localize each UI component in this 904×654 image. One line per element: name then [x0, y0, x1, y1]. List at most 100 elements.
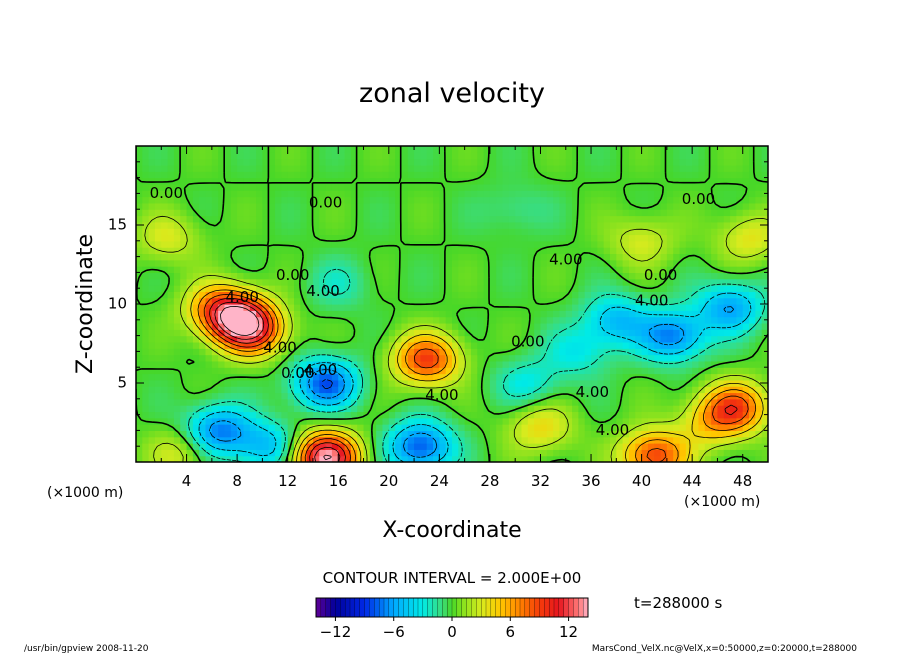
heatmap-cell	[578, 443, 586, 450]
heatmap-cell	[136, 360, 143, 368]
heatmap-cell	[414, 190, 421, 198]
heatmap-cell	[407, 158, 415, 166]
heatmap-cell	[508, 360, 516, 368]
heatmap-cell	[470, 316, 478, 324]
heatmap-cell	[414, 291, 421, 299]
heatmap-cell	[470, 386, 478, 394]
heatmap-cell	[388, 247, 396, 255]
heatmap-cell	[654, 272, 662, 280]
heatmap-cell	[723, 285, 731, 292]
heatmap-cell	[755, 335, 763, 343]
heatmap-cell	[749, 221, 756, 229]
heatmap-cell	[180, 266, 188, 273]
heatmap-cell	[268, 234, 276, 242]
heatmap-cell	[496, 278, 504, 286]
heatmap-cell	[161, 183, 169, 191]
heatmap-cell	[306, 386, 314, 394]
heatmap-cell	[338, 202, 346, 210]
heatmap-cell	[420, 304, 428, 311]
heatmap-cell	[211, 240, 219, 248]
heatmap-cell	[527, 190, 535, 198]
heatmap-cell	[749, 430, 756, 438]
heatmap-cell	[142, 291, 150, 299]
heatmap-cell	[338, 209, 346, 217]
heatmap-cell	[420, 360, 428, 368]
heatmap-cell	[237, 240, 245, 248]
heatmap-cell	[420, 183, 428, 191]
heatmap-cell	[534, 278, 542, 286]
heatmap-cell	[211, 171, 219, 179]
heatmap-cell	[268, 240, 276, 248]
heatmap-cell	[211, 443, 219, 450]
heatmap-cell	[357, 443, 365, 450]
heatmap-cell	[154, 329, 162, 337]
heatmap-cell	[401, 196, 409, 204]
heatmap-cell	[186, 436, 194, 444]
heatmap-cell	[154, 215, 162, 223]
heatmap-cell	[192, 285, 200, 292]
heatmap-cell	[369, 196, 377, 204]
heatmap-cell	[546, 158, 554, 166]
heatmap-cell	[584, 360, 592, 368]
heatmap-cell	[142, 171, 150, 179]
heatmap-cell	[622, 322, 630, 330]
heatmap-cell	[711, 392, 719, 400]
heatmap-cell	[489, 291, 497, 299]
heatmap-cell	[275, 449, 282, 457]
heatmap-cell	[173, 348, 181, 356]
heatmap-cell	[464, 164, 472, 172]
heatmap-cell	[148, 367, 156, 375]
heatmap-cell	[395, 443, 403, 450]
heatmap-cell	[268, 310, 276, 318]
heatmap-cell	[685, 304, 693, 311]
heatmap-cell	[407, 316, 415, 324]
heatmap-cell	[249, 348, 257, 356]
heatmap-cell	[287, 354, 295, 362]
heatmap-cell	[704, 379, 712, 387]
heatmap-cell	[180, 285, 188, 292]
heatmap-cell	[319, 379, 327, 387]
heatmap-cell	[685, 272, 693, 280]
heatmap-cell	[306, 228, 314, 236]
heatmap-cell	[275, 228, 282, 236]
heatmap-cell	[268, 354, 276, 362]
heatmap-cell	[142, 379, 150, 387]
heatmap-cell	[357, 310, 365, 318]
heatmap-cell	[312, 164, 320, 172]
heatmap-cell	[325, 158, 333, 166]
heatmap-cell	[407, 190, 415, 198]
heatmap-cell	[496, 379, 504, 387]
heatmap-cell	[275, 278, 282, 286]
heatmap-cell	[294, 158, 301, 166]
heatmap-cell	[199, 449, 207, 457]
heatmap-cell	[572, 386, 579, 394]
heatmap-cell	[338, 341, 346, 349]
heatmap-cell	[439, 190, 447, 198]
heatmap-cell	[300, 341, 308, 349]
heatmap-cell	[527, 443, 535, 450]
heatmap-cell	[306, 329, 314, 337]
heatmap-cell	[730, 436, 737, 444]
heatmap-cell	[312, 247, 320, 255]
heatmap-cell	[224, 436, 232, 444]
heatmap-cell	[736, 405, 744, 413]
heatmap-cell	[395, 449, 403, 457]
heatmap-cell	[452, 183, 459, 191]
heatmap-cell	[445, 398, 453, 406]
heatmap-cell	[736, 449, 744, 457]
heatmap-cell	[350, 291, 358, 299]
heatmap-cell	[654, 253, 662, 261]
heatmap-cell	[704, 392, 712, 400]
heatmap-cell	[591, 367, 598, 375]
heatmap-cell	[319, 234, 327, 242]
heatmap-cell	[755, 272, 763, 280]
heatmap-cell	[369, 183, 377, 191]
heatmap-cell	[660, 310, 668, 318]
heatmap-cell	[660, 354, 668, 362]
heatmap-cell	[420, 392, 428, 400]
heatmap-cell	[426, 322, 434, 330]
heatmap-cell	[205, 297, 213, 305]
heatmap-cell	[464, 253, 472, 261]
heatmap-cell	[483, 183, 491, 191]
heatmap-cell	[186, 322, 194, 330]
